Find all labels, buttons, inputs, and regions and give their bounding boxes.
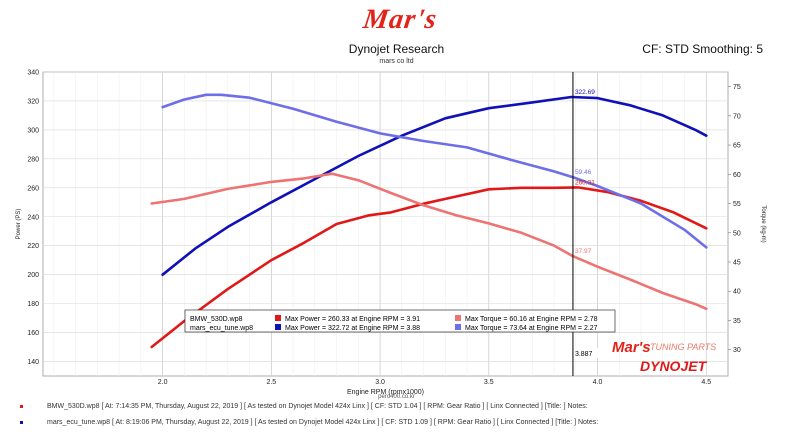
y-right-tick-label: 30 xyxy=(733,347,741,354)
series-line-1 xyxy=(161,95,708,277)
y-left-tick-label: 260 xyxy=(27,185,39,192)
legend-power-swatch xyxy=(275,324,281,330)
cursor-value-label: 59.46 xyxy=(575,169,592,176)
y-right-tick-label: 45 xyxy=(733,260,741,267)
y-left-axis-label: Power (PS) xyxy=(16,209,22,240)
y-right-tick-label: 35 xyxy=(733,318,741,325)
legend-torque-text: Max Torque = 73.64 at Engine RPM = 2.27 xyxy=(465,325,598,332)
y-left-tick-label: 220 xyxy=(27,243,39,250)
chart-subtitle: mars co ltd xyxy=(379,58,414,65)
footer-run-text-2: mars_ecu_tune.wp8 [ At: 8:19:06 PM, Thur… xyxy=(47,419,599,426)
y-right-tick-label: 60 xyxy=(733,172,741,179)
legend-file-name: BMW_530D.wp8 xyxy=(190,316,243,323)
y-left-tick-label: 300 xyxy=(27,127,39,134)
footer-run-info-1: BMW_530D.wp8 [ At: 7:14:35 PM, Thursday,… xyxy=(20,403,588,410)
run-color-marker-1 xyxy=(20,404,23,408)
y-left-tick-label: 200 xyxy=(27,272,39,279)
footer-run-info-2: mars_ecu_tune.wp8 [ At: 8:19:06 PM, Thur… xyxy=(20,419,598,426)
y-left-tick-label: 320 xyxy=(27,98,39,105)
y-right-tick-label: 65 xyxy=(733,143,741,150)
cursor-value-label: 322.69 xyxy=(575,89,595,96)
footer-run-text-1: BMW_530D.wp8 [ At: 7:14:35 PM, Thursday,… xyxy=(47,403,588,410)
y-left-tick-label: 180 xyxy=(27,301,39,308)
y-left-tick-label: 160 xyxy=(27,330,39,337)
x-tick-label: 4.5 xyxy=(701,379,711,386)
series-line-3 xyxy=(161,93,708,249)
x-tick-label: 4.0 xyxy=(593,379,603,386)
watermark-mars-logo: Mar's xyxy=(612,339,651,356)
x-tick-label: 3.5 xyxy=(484,379,494,386)
y-right-tick-label: 40 xyxy=(733,289,741,296)
watermark-dynojet-logo: DYNOJET xyxy=(640,358,708,374)
y-right-tick-label: 50 xyxy=(733,230,741,237)
y-right-axis-label: Torque (kg-m) xyxy=(760,205,766,242)
watermark-tuning-parts: TUNING PARTS xyxy=(650,342,716,352)
legend-torque-swatch xyxy=(455,324,461,330)
x-tick-label: 2.0 xyxy=(158,379,168,386)
legend-power-swatch xyxy=(275,315,281,321)
y-right-tick-label: 55 xyxy=(733,201,741,208)
legend-power-text: Max Power = 260.33 at Engine RPM = 3.91 xyxy=(285,316,420,323)
cursor-rpm-label: 3.887 xyxy=(575,351,593,358)
x-axis-label: Engine RPM (rpmx1000) xyxy=(347,389,424,396)
y-right-tick-label: 70 xyxy=(733,113,741,120)
cf-smoothing-info: CF: STD Smoothing: 5 xyxy=(642,42,763,56)
footer-url: pero400.co.kr xyxy=(378,394,415,400)
x-tick-label: 2.5 xyxy=(266,379,276,386)
y-left-tick-label: 140 xyxy=(27,359,39,366)
y-left-tick-label: 340 xyxy=(27,70,39,77)
legend: BMW_530D.wp8 Max Power = 260.33 at Engine… xyxy=(184,309,616,333)
cursor-value-label: 260.31 xyxy=(575,179,595,186)
legend-box xyxy=(184,309,616,333)
legend-file-name: mars_ecu_tune.wp8 xyxy=(190,325,253,332)
y-left-tick-label: 240 xyxy=(27,214,39,221)
chart-title: Dynojet Research xyxy=(348,42,445,56)
legend-power-text: Max Power = 322.72 at Engine RPM = 3.88 xyxy=(285,325,420,332)
series-line-2 xyxy=(150,172,708,311)
y-right-tick-label: 75 xyxy=(733,84,741,91)
series xyxy=(150,93,708,349)
y-left-tick-label: 280 xyxy=(27,156,39,163)
legend-torque-text: Max Torque = 60.16 at Engine RPM = 2.78 xyxy=(465,316,598,323)
cursor-label-bg xyxy=(573,348,600,358)
watermark: Mar's TUNING PARTS DYNOJET xyxy=(612,339,716,374)
legend-torque-swatch xyxy=(455,315,461,321)
axes: 2.0 2.5 3.0 3.5 4.0 4.5 140 160 180 200 220 240 260 2… xyxy=(16,70,766,397)
run-color-marker-2 xyxy=(20,420,23,424)
cursor-value-label: 37.97 xyxy=(575,248,592,255)
x-tick-label: 3.0 xyxy=(375,379,385,386)
